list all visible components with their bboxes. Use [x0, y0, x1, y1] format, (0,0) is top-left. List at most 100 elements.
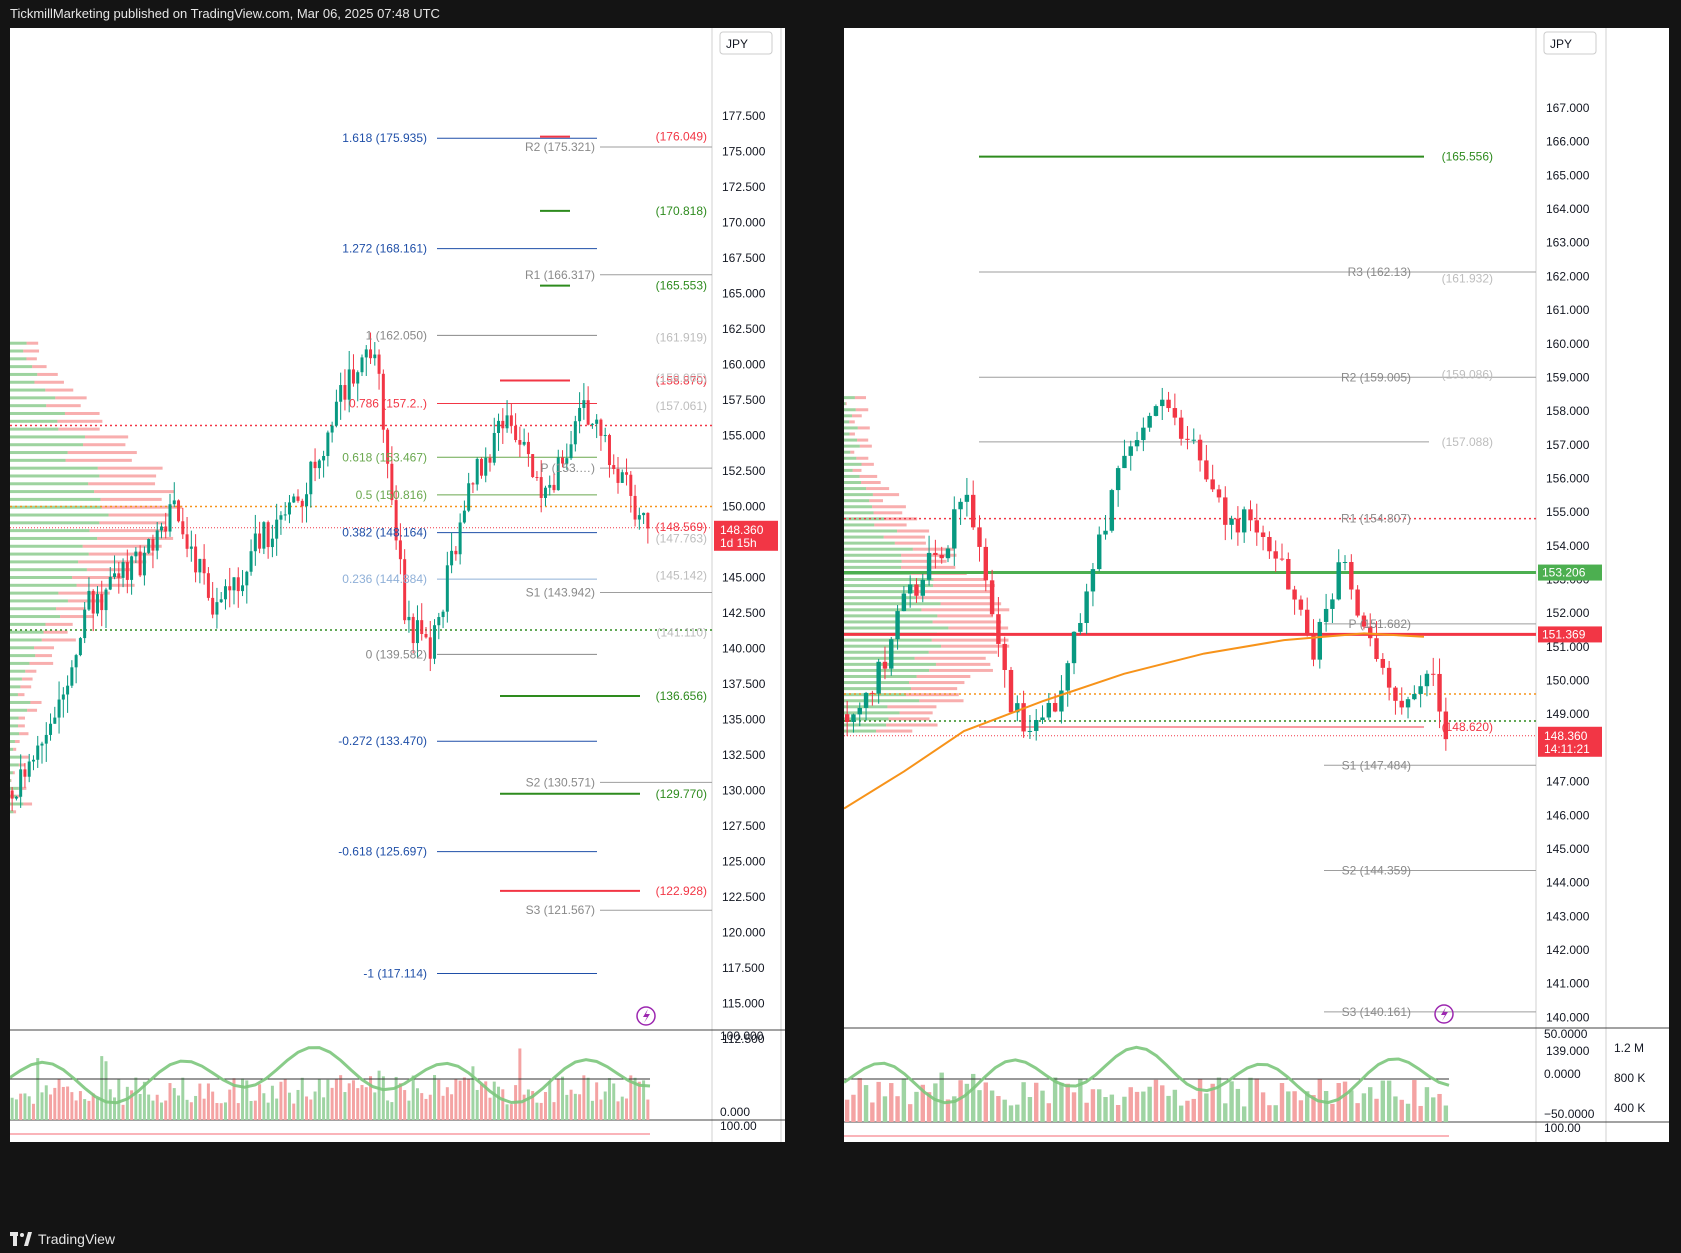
volume-profile-bar: [10, 583, 77, 587]
volume-profile-bar: [84, 435, 129, 439]
candle-body: [586, 400, 590, 425]
volume-bar: [300, 1077, 304, 1120]
candle-body: [219, 599, 223, 603]
candle-body: [373, 354, 377, 359]
candle-body: [330, 425, 334, 433]
volume-bar: [970, 1073, 976, 1122]
candle-body: [1046, 702, 1052, 718]
price-tick-label: 137.500: [722, 677, 766, 691]
volume-profile-bar: [10, 458, 66, 462]
volume-profile-bar: [888, 717, 930, 721]
volume-profile-bar: [23, 802, 33, 806]
candle-body: [1254, 520, 1259, 533]
candle-body: [1260, 532, 1266, 537]
candle-body: [1128, 446, 1133, 456]
candle-body: [1052, 702, 1058, 712]
volume-bar: [467, 1079, 471, 1120]
candle-body: [1229, 518, 1234, 525]
price-tick-label: 135.000: [722, 713, 766, 727]
volume-bar: [1368, 1087, 1373, 1122]
candle-body: [1021, 703, 1026, 732]
volume-bar: [543, 1092, 547, 1120]
volume-profile-bar: [914, 656, 986, 660]
candle-body: [185, 534, 189, 549]
volume-bar: [1311, 1095, 1316, 1122]
price-tick-label: 160.000: [1546, 337, 1590, 351]
candle-body: [1355, 589, 1360, 616]
currency-selector[interactable]: JPY: [1543, 31, 1597, 55]
candle-body: [851, 714, 856, 723]
volume-bar: [1254, 1078, 1259, 1122]
tradingview-logo[interactable]: TradingView: [10, 1230, 115, 1248]
volume-profile-bar: [10, 786, 19, 790]
candle-body: [142, 552, 146, 576]
volume-bar: [1109, 1094, 1115, 1122]
candle-body: [1122, 455, 1127, 469]
volume-bar: [889, 1083, 894, 1122]
volume-profile-bar: [844, 541, 895, 545]
volume-profile-bar: [874, 523, 907, 527]
volume-profile-bar: [844, 650, 929, 654]
candle-body: [249, 551, 253, 572]
price-tick-label: 112.500: [722, 1032, 765, 1046]
volume-bar: [642, 1080, 646, 1120]
price-tick-label: 167.000: [1546, 101, 1590, 115]
candle-body: [177, 500, 181, 522]
candle-body: [552, 484, 556, 491]
volume-bar: [475, 1089, 479, 1120]
volume-bar: [364, 1087, 368, 1120]
candle-body: [1286, 558, 1291, 590]
volume-profile-bar: [849, 420, 855, 424]
candle-body: [138, 551, 142, 576]
candle-body: [121, 562, 125, 578]
candle-body: [548, 484, 552, 488]
candle-body: [309, 461, 313, 495]
volume-profile-bar: [937, 614, 994, 618]
candle-body: [159, 526, 163, 531]
volume-bar: [334, 1079, 338, 1120]
price-tick-label: 115.000: [722, 997, 765, 1011]
volume-bar: [501, 1089, 505, 1120]
volume-profile-bar: [10, 357, 27, 361]
lightning-icon-ring: [636, 1006, 656, 1026]
candle-body: [27, 761, 31, 777]
candle-body: [266, 522, 270, 548]
volume-bar: [437, 1079, 441, 1120]
volume-bar: [386, 1100, 390, 1120]
volume-profile-bar: [10, 716, 19, 720]
volume-bar: [428, 1094, 432, 1120]
volume-bar: [535, 1102, 539, 1120]
price-tick-label: 165.000: [722, 287, 766, 301]
volume-bar: [194, 1095, 198, 1120]
moving-average-line: [844, 632, 1425, 810]
candle-body: [275, 519, 279, 539]
volume-profile-bar: [844, 487, 867, 491]
volume-bar: [458, 1080, 462, 1120]
candle-body: [215, 602, 219, 615]
volume-bar: [646, 1099, 650, 1120]
volume-bar: [142, 1081, 146, 1120]
volume-bar: [1424, 1087, 1430, 1122]
volume-profile-bar: [844, 620, 933, 624]
volume-bar: [933, 1083, 938, 1122]
right-chart-panel[interactable]: JPY 167.000 166.000 165.000 164.000 163.000 16…: [844, 28, 1669, 1142]
left-chart-panel[interactable]: JPY 177.500 175.000 172.500 170.000 167.500 16…: [10, 28, 785, 1142]
candle-body: [926, 552, 932, 580]
volume-bar: [121, 1104, 125, 1120]
oscillator-tick: 0.0000: [1544, 1067, 1581, 1081]
volume-profile-bar: [58, 591, 110, 595]
candle-body: [625, 472, 629, 475]
volume-bar: [851, 1094, 856, 1122]
candle-body: [1191, 439, 1196, 441]
volume-profile-bar: [844, 578, 934, 581]
candle-body: [582, 400, 586, 408]
volume-profile-bar: [850, 450, 855, 454]
volume-bar: [181, 1077, 185, 1120]
candle-body: [1323, 608, 1329, 622]
volume-bar: [1248, 1077, 1253, 1122]
volume-bar: [479, 1084, 483, 1120]
oscillator-tick: 0.000: [720, 1105, 750, 1119]
volume-bar: [539, 1102, 543, 1120]
volume-profile-bar: [10, 779, 11, 783]
currency-selector[interactable]: JPY: [719, 31, 773, 55]
